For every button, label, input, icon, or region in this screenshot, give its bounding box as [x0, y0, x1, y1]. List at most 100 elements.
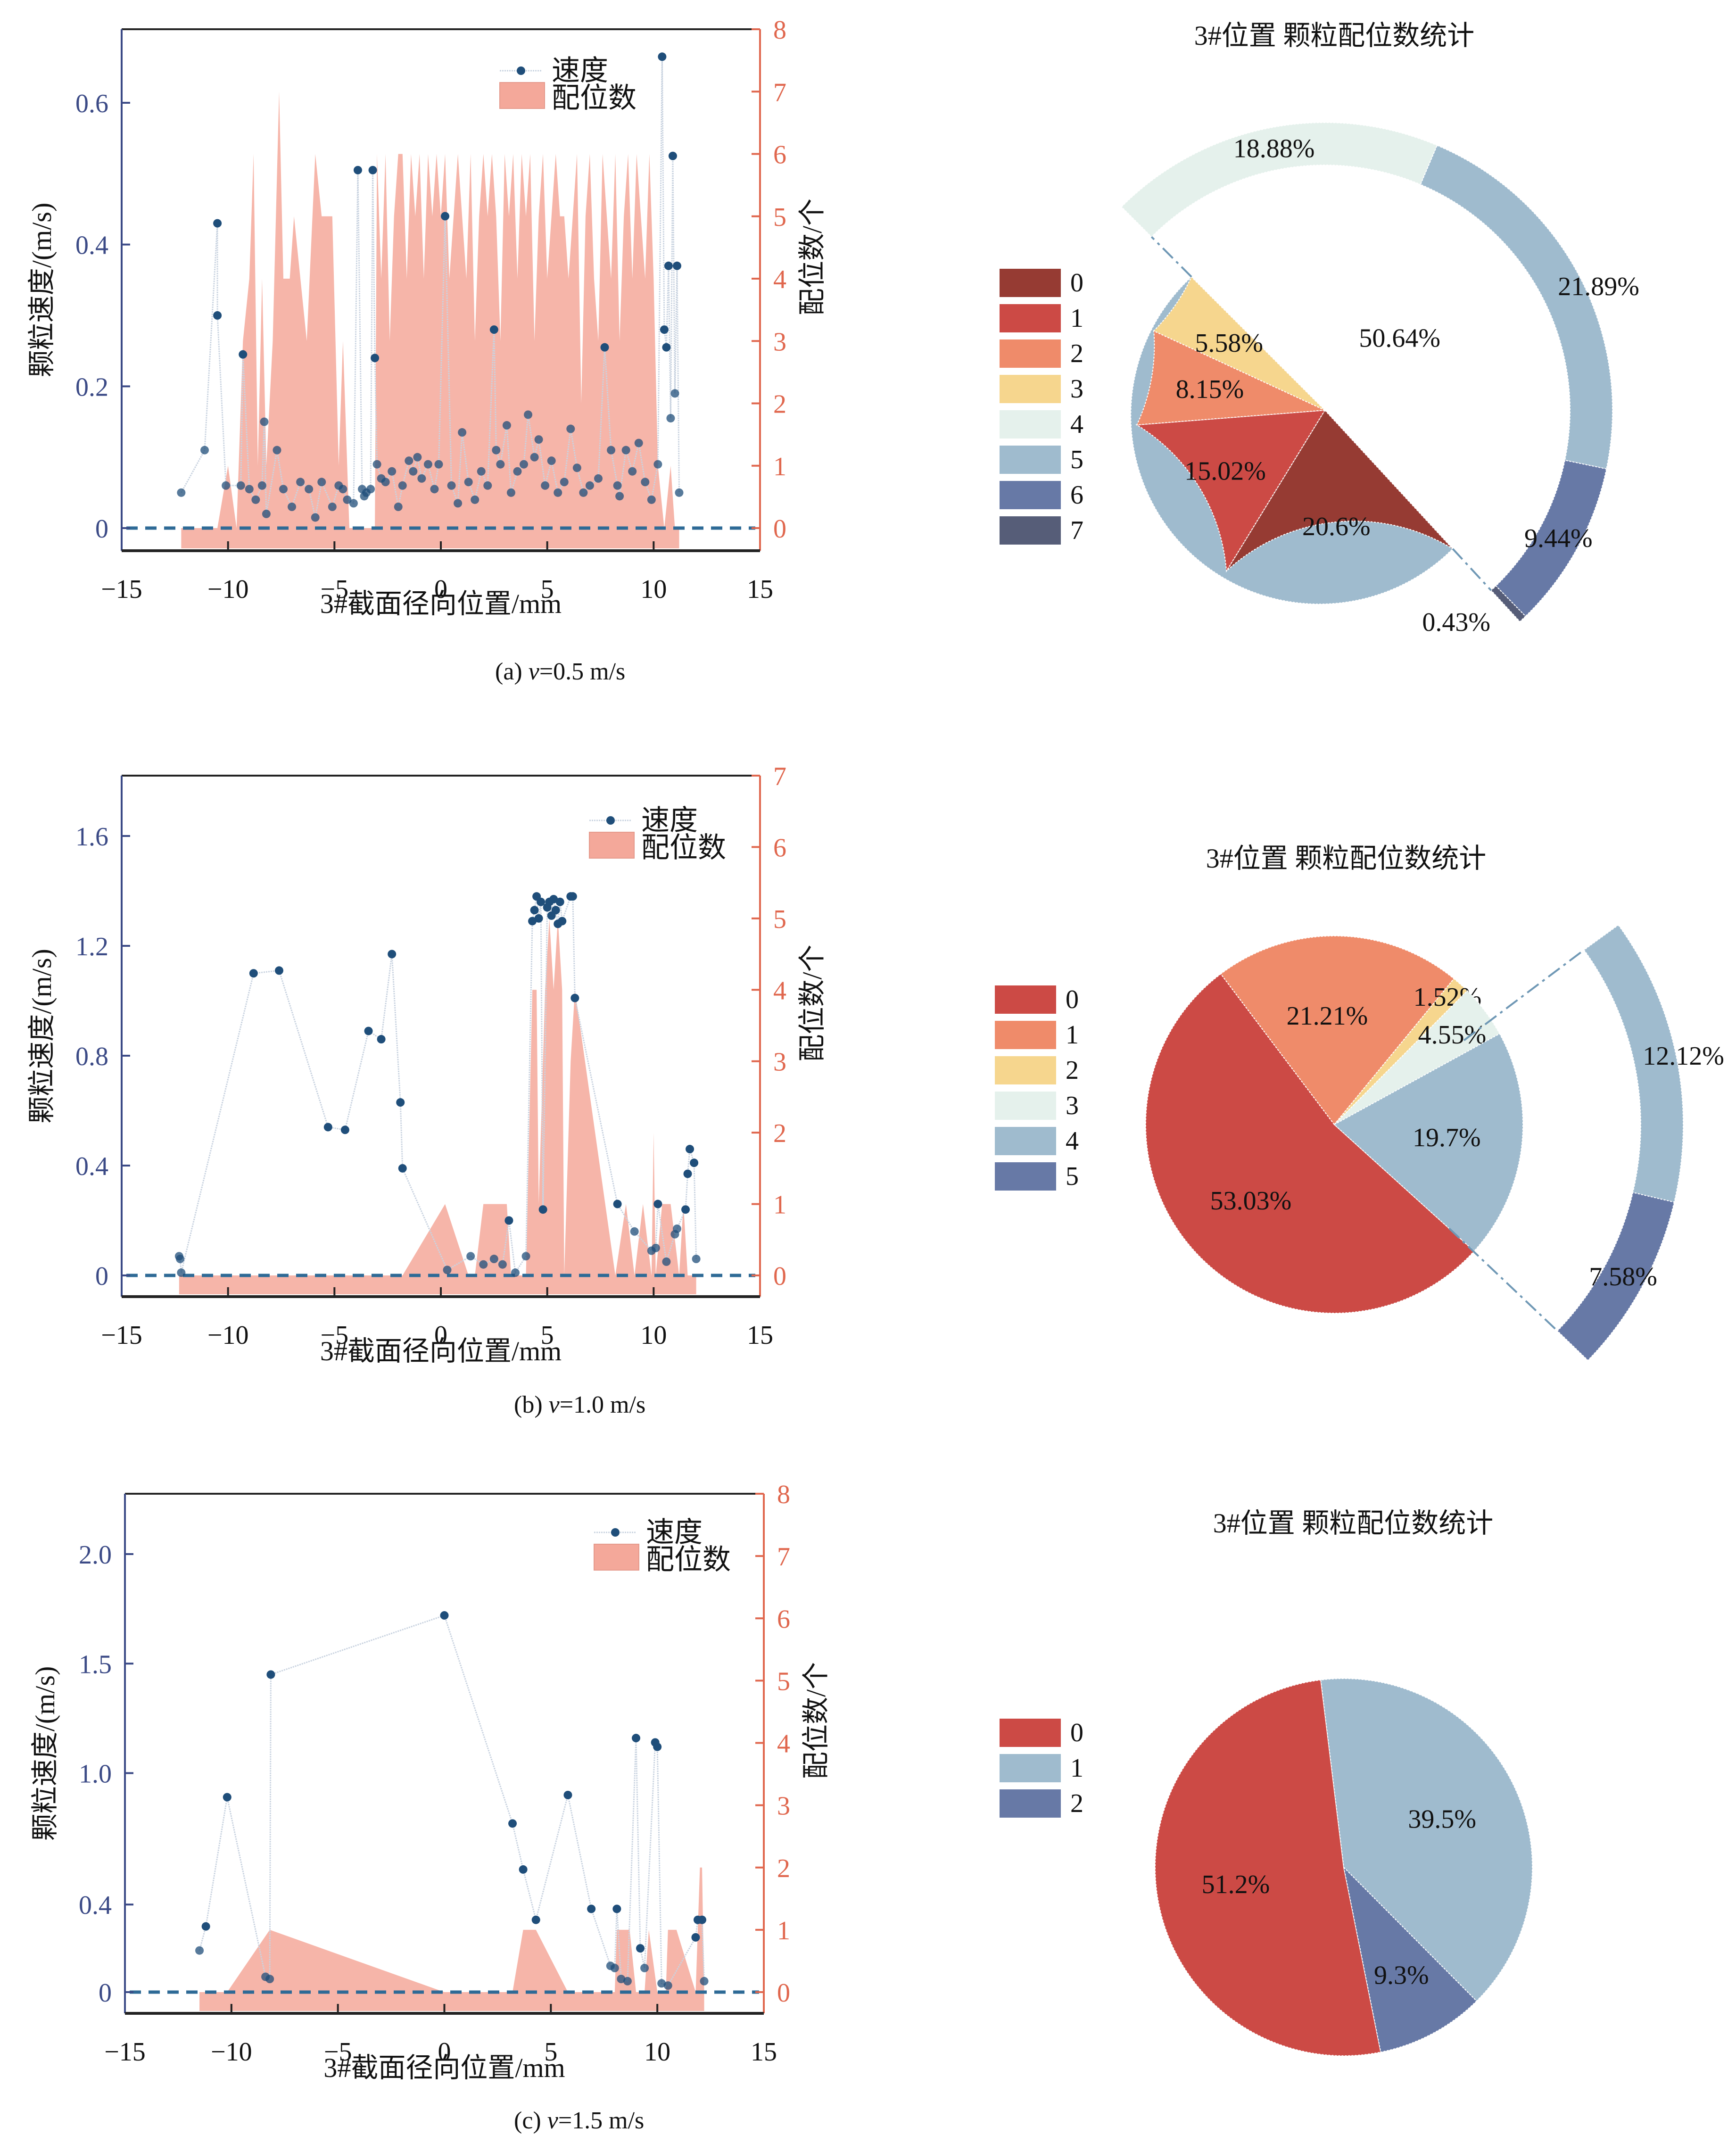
legend-swatch	[1000, 339, 1061, 368]
outer-ring-segment	[1121, 122, 1438, 238]
speed-point	[560, 478, 569, 487]
speed-point	[364, 1026, 373, 1035]
speed-point	[630, 1227, 639, 1236]
speed-point	[547, 456, 556, 465]
speed-point	[489, 325, 498, 334]
speed-point	[534, 435, 543, 444]
speed-point	[549, 894, 558, 903]
speed-point	[690, 1158, 699, 1167]
speed-point	[613, 481, 622, 490]
x-tick-label: 0	[434, 1321, 447, 1350]
speed-point	[266, 1670, 275, 1679]
speed-point	[496, 460, 505, 469]
panel-c-line-chart: −15 −10 −5 0 5 10 1500.41.01.52.00123456783#截面…	[30, 1480, 831, 2083]
y2-tick-label: 6	[777, 1605, 790, 1634]
caption-prefix: (c)	[514, 2107, 547, 2134]
x-tick-label: 5	[541, 575, 554, 604]
pie-slice	[1136, 330, 1327, 426]
speed-point	[489, 1255, 498, 1264]
speed-point	[423, 460, 432, 469]
legend-swatch	[1000, 481, 1061, 509]
connector-line	[1150, 236, 1192, 278]
speed-point	[409, 467, 418, 476]
y-tick-label: 0	[95, 514, 108, 544]
speed-point	[686, 1145, 694, 1154]
y2-tick-label: 4	[773, 265, 786, 294]
speed-point	[265, 1975, 274, 1984]
y-tick-label: 0	[95, 1262, 108, 1291]
speed-point	[249, 969, 258, 978]
speed-point	[587, 1904, 596, 1913]
speed-point	[520, 460, 529, 469]
x-tick-label: 5	[541, 1321, 554, 1350]
speed-point	[323, 1123, 332, 1132]
legend-label: 0	[1070, 1718, 1083, 1747]
x-tick-label: 0	[438, 2037, 451, 2067]
caption-suffix: =1.5 m/s	[558, 2107, 645, 2134]
speed-point	[388, 467, 397, 476]
speed-point	[531, 1915, 540, 1924]
speed-point	[691, 1933, 700, 1942]
pie-slice	[1226, 409, 1453, 571]
speed-point	[388, 950, 397, 959]
speed-point	[666, 414, 675, 422]
outer-ring-segment	[1556, 1191, 1675, 1361]
pie-slice-label: 39.5%	[1408, 1805, 1476, 1834]
speed-point	[610, 1963, 619, 1972]
speed-point	[698, 1915, 707, 1924]
legend-label: 5	[1066, 1162, 1079, 1191]
speed-point	[579, 488, 588, 497]
outer-ring-segment	[1420, 145, 1613, 470]
speed-point	[555, 897, 564, 906]
panel-b-pie-chart: 3#位置 颗粒配位数统计53.03%21.21%1.52%4.55%19.7%1…	[995, 843, 1724, 1361]
legend-label: 1	[1066, 1020, 1079, 1050]
legend-coord-label: 配位数	[646, 1544, 731, 1575]
legend-label: 0	[1066, 985, 1079, 1014]
panel-c-caption: (c) v=1.5 m/s	[514, 2107, 644, 2135]
y-tick-label: 2.0	[79, 1540, 112, 1570]
speed-point	[600, 343, 609, 352]
legend-swatch	[1000, 410, 1061, 439]
coordination-area	[181, 91, 679, 548]
y-tick-label: 0.2	[75, 372, 108, 402]
y-tick-label: 0.4	[79, 1891, 112, 1920]
legend-swatch	[1000, 1719, 1061, 1747]
speed-point	[519, 1865, 528, 1874]
caption-var: v	[547, 2107, 558, 2134]
y-axis-label: 颗粒速度/(m/s)	[26, 203, 57, 378]
speed-point	[504, 1216, 513, 1225]
speed-point	[257, 481, 266, 490]
speed-point	[353, 165, 362, 174]
legend-swatch	[1000, 1754, 1061, 1782]
y2-tick-label: 0	[773, 1262, 786, 1291]
speed-point	[372, 460, 381, 469]
speed-point	[430, 485, 439, 494]
speed-point	[672, 1224, 681, 1233]
pie-slice-label: 4.55%	[1418, 1020, 1487, 1050]
legend-speed-label: 速度	[552, 55, 608, 86]
speed-point	[537, 897, 546, 906]
speed-point	[634, 439, 643, 447]
speed-point	[662, 343, 671, 352]
speed-point	[524, 410, 533, 419]
legend-label: 1	[1070, 304, 1083, 333]
speed-point	[683, 1169, 692, 1178]
pie-slice-label: 53.03%	[1210, 1186, 1292, 1216]
legend-label: 7	[1070, 516, 1083, 545]
speed-point	[251, 495, 260, 504]
speed-point	[274, 966, 283, 975]
speed-point	[317, 478, 326, 487]
speed-point	[288, 502, 297, 511]
y-axis-label: 颗粒速度/(m/s)	[30, 1666, 60, 1841]
speed-point	[594, 474, 603, 483]
pie-slice	[1145, 973, 1475, 1314]
pie-slice-label: 19.7%	[1413, 1123, 1481, 1152]
speed-point	[628, 467, 637, 476]
speed-point	[660, 325, 669, 334]
x-tick-label: 15	[747, 1321, 773, 1350]
speed-point	[530, 453, 539, 462]
pie-title: 3#位置 颗粒配位数统计	[1206, 843, 1487, 874]
speed-point	[662, 1257, 671, 1266]
panel-c-pie-chart: 3#位置 颗粒配位数统计 51.2% 9.3% 39.5% 0 1 2	[1000, 1508, 1533, 2056]
speed-point	[213, 311, 222, 320]
